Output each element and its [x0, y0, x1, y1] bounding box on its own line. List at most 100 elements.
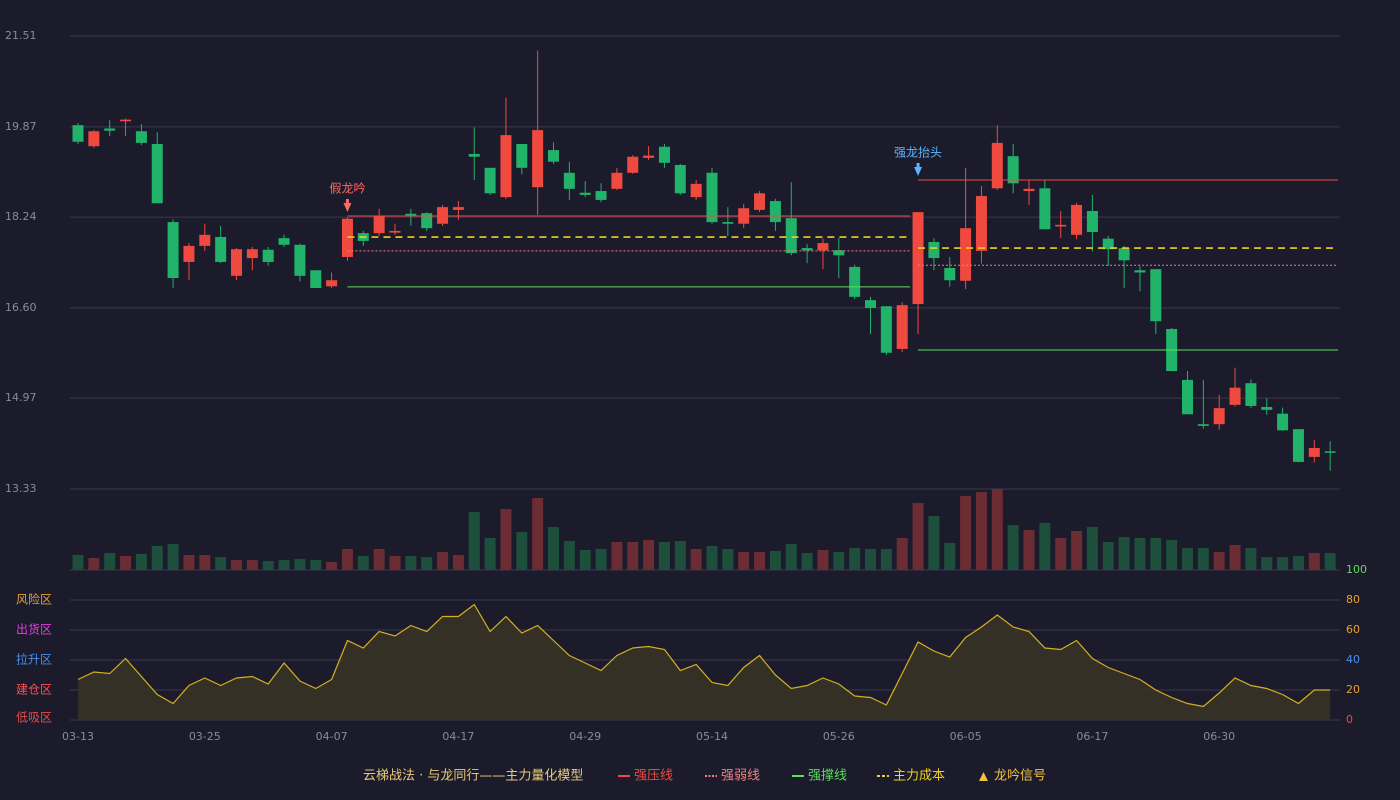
volume-bar: [1182, 548, 1193, 570]
volume-bar: [1197, 548, 1209, 570]
candle-body: [1277, 413, 1289, 431]
x-tick-label: 06-30: [1203, 730, 1235, 743]
candle-body: [341, 218, 353, 257]
candle-body: [690, 183, 702, 198]
candle-body: [944, 268, 956, 281]
candle-body: [1055, 224, 1067, 227]
y-tick-label: 100: [1346, 563, 1367, 576]
volume-bar: [199, 555, 211, 570]
volume-bar: [231, 560, 242, 570]
legend-label: 龙吟信号: [994, 768, 1046, 784]
candle-body: [516, 143, 528, 168]
candle-body: [1182, 379, 1193, 415]
volume-bar: [532, 498, 544, 570]
legend-label: 强压线: [634, 769, 673, 784]
candle-body: [563, 172, 575, 189]
candle-body: [595, 191, 607, 200]
candle-body: [896, 305, 908, 349]
candle-body: [199, 234, 211, 246]
candle-body: [960, 228, 972, 281]
volume-bar: [1134, 538, 1146, 570]
candle-body: [1134, 270, 1146, 273]
volume-bar: [215, 557, 227, 570]
volume-bar: [880, 549, 892, 570]
candle-body: [72, 125, 84, 142]
candle-body: [246, 249, 258, 259]
volume-bar: [960, 496, 972, 570]
candle-body: [1150, 269, 1162, 322]
candle-body: [484, 167, 496, 194]
zone-label: 低吸区: [16, 711, 52, 725]
volume-bar: [373, 549, 385, 570]
candle-body: [183, 245, 195, 262]
candle-body: [452, 207, 464, 210]
candle-body: [88, 131, 100, 147]
volume-bar: [1245, 548, 1257, 570]
volume-bar: [563, 541, 575, 570]
candle-body: [674, 165, 686, 194]
candle-body: [833, 250, 845, 256]
y-tick-label: 20: [1346, 683, 1360, 696]
volume-bar: [516, 532, 528, 570]
volume-bar: [833, 552, 845, 570]
volume-bar: [1229, 545, 1241, 570]
volume-bar: [278, 560, 290, 570]
volume-bar: [1055, 538, 1067, 570]
candle-body: [1292, 429, 1304, 462]
candle-body: [310, 270, 322, 288]
zone-label: 风险区: [16, 592, 52, 607]
zone-label: 拉升区: [16, 652, 52, 667]
volume-bar: [1308, 553, 1320, 570]
candle-body: [151, 143, 163, 204]
volume-bar: [452, 555, 464, 570]
volume-bar: [484, 538, 496, 570]
signal-arrow-stem: [345, 198, 349, 204]
volume-bar: [611, 542, 623, 570]
candle-body: [437, 207, 449, 224]
volume-bar: [785, 544, 797, 570]
volume-bar: [104, 553, 116, 570]
y-tick-label: 13.33: [5, 482, 37, 495]
volume-bar: [1213, 552, 1225, 570]
volume-bar: [975, 492, 987, 570]
candle-body: [1039, 188, 1051, 230]
candle-body: [722, 222, 734, 224]
x-tick-label: 03-13: [62, 730, 94, 743]
x-tick-label: 04-17: [442, 730, 474, 743]
volume-bar: [421, 557, 433, 570]
signal-arrow: [343, 202, 352, 212]
volume-bar: [706, 546, 718, 570]
candle-body: [912, 212, 924, 305]
candle-body: [658, 146, 670, 163]
volume-bar: [722, 549, 734, 570]
volume-bar: [769, 551, 781, 570]
candle-body: [627, 156, 639, 173]
zone-label: 出货区: [16, 622, 52, 637]
volume-bar: [849, 548, 861, 570]
y-tick-label: 0: [1346, 713, 1353, 726]
y-tick-label: 40: [1346, 653, 1360, 666]
y-tick-label: 19.87: [5, 120, 37, 133]
candle-body: [817, 243, 829, 251]
candle-body: [1102, 238, 1114, 250]
legend-title: 云梯战法 · 与龙同行——主力量化模型: [363, 769, 583, 784]
volume-bar: [1324, 553, 1336, 570]
volume-bar: [896, 538, 908, 570]
candle-body: [500, 135, 512, 198]
volume-bar: [405, 556, 417, 570]
candle-body: [1324, 451, 1336, 453]
candle-body: [262, 249, 274, 262]
candle-body: [326, 280, 338, 287]
volume-bar: [1007, 525, 1019, 570]
candle-body: [706, 172, 718, 223]
signal-label: 强龙抬头: [894, 145, 942, 159]
volume-bar: [1086, 527, 1098, 570]
y-tick-label: 16.60: [5, 301, 37, 314]
volume-bar: [468, 512, 480, 570]
candle-body: [880, 306, 892, 353]
candle-body: [120, 119, 132, 122]
volume-bar: [294, 559, 306, 570]
x-tick-label: 06-05: [950, 730, 982, 743]
candle-body: [1308, 448, 1320, 457]
